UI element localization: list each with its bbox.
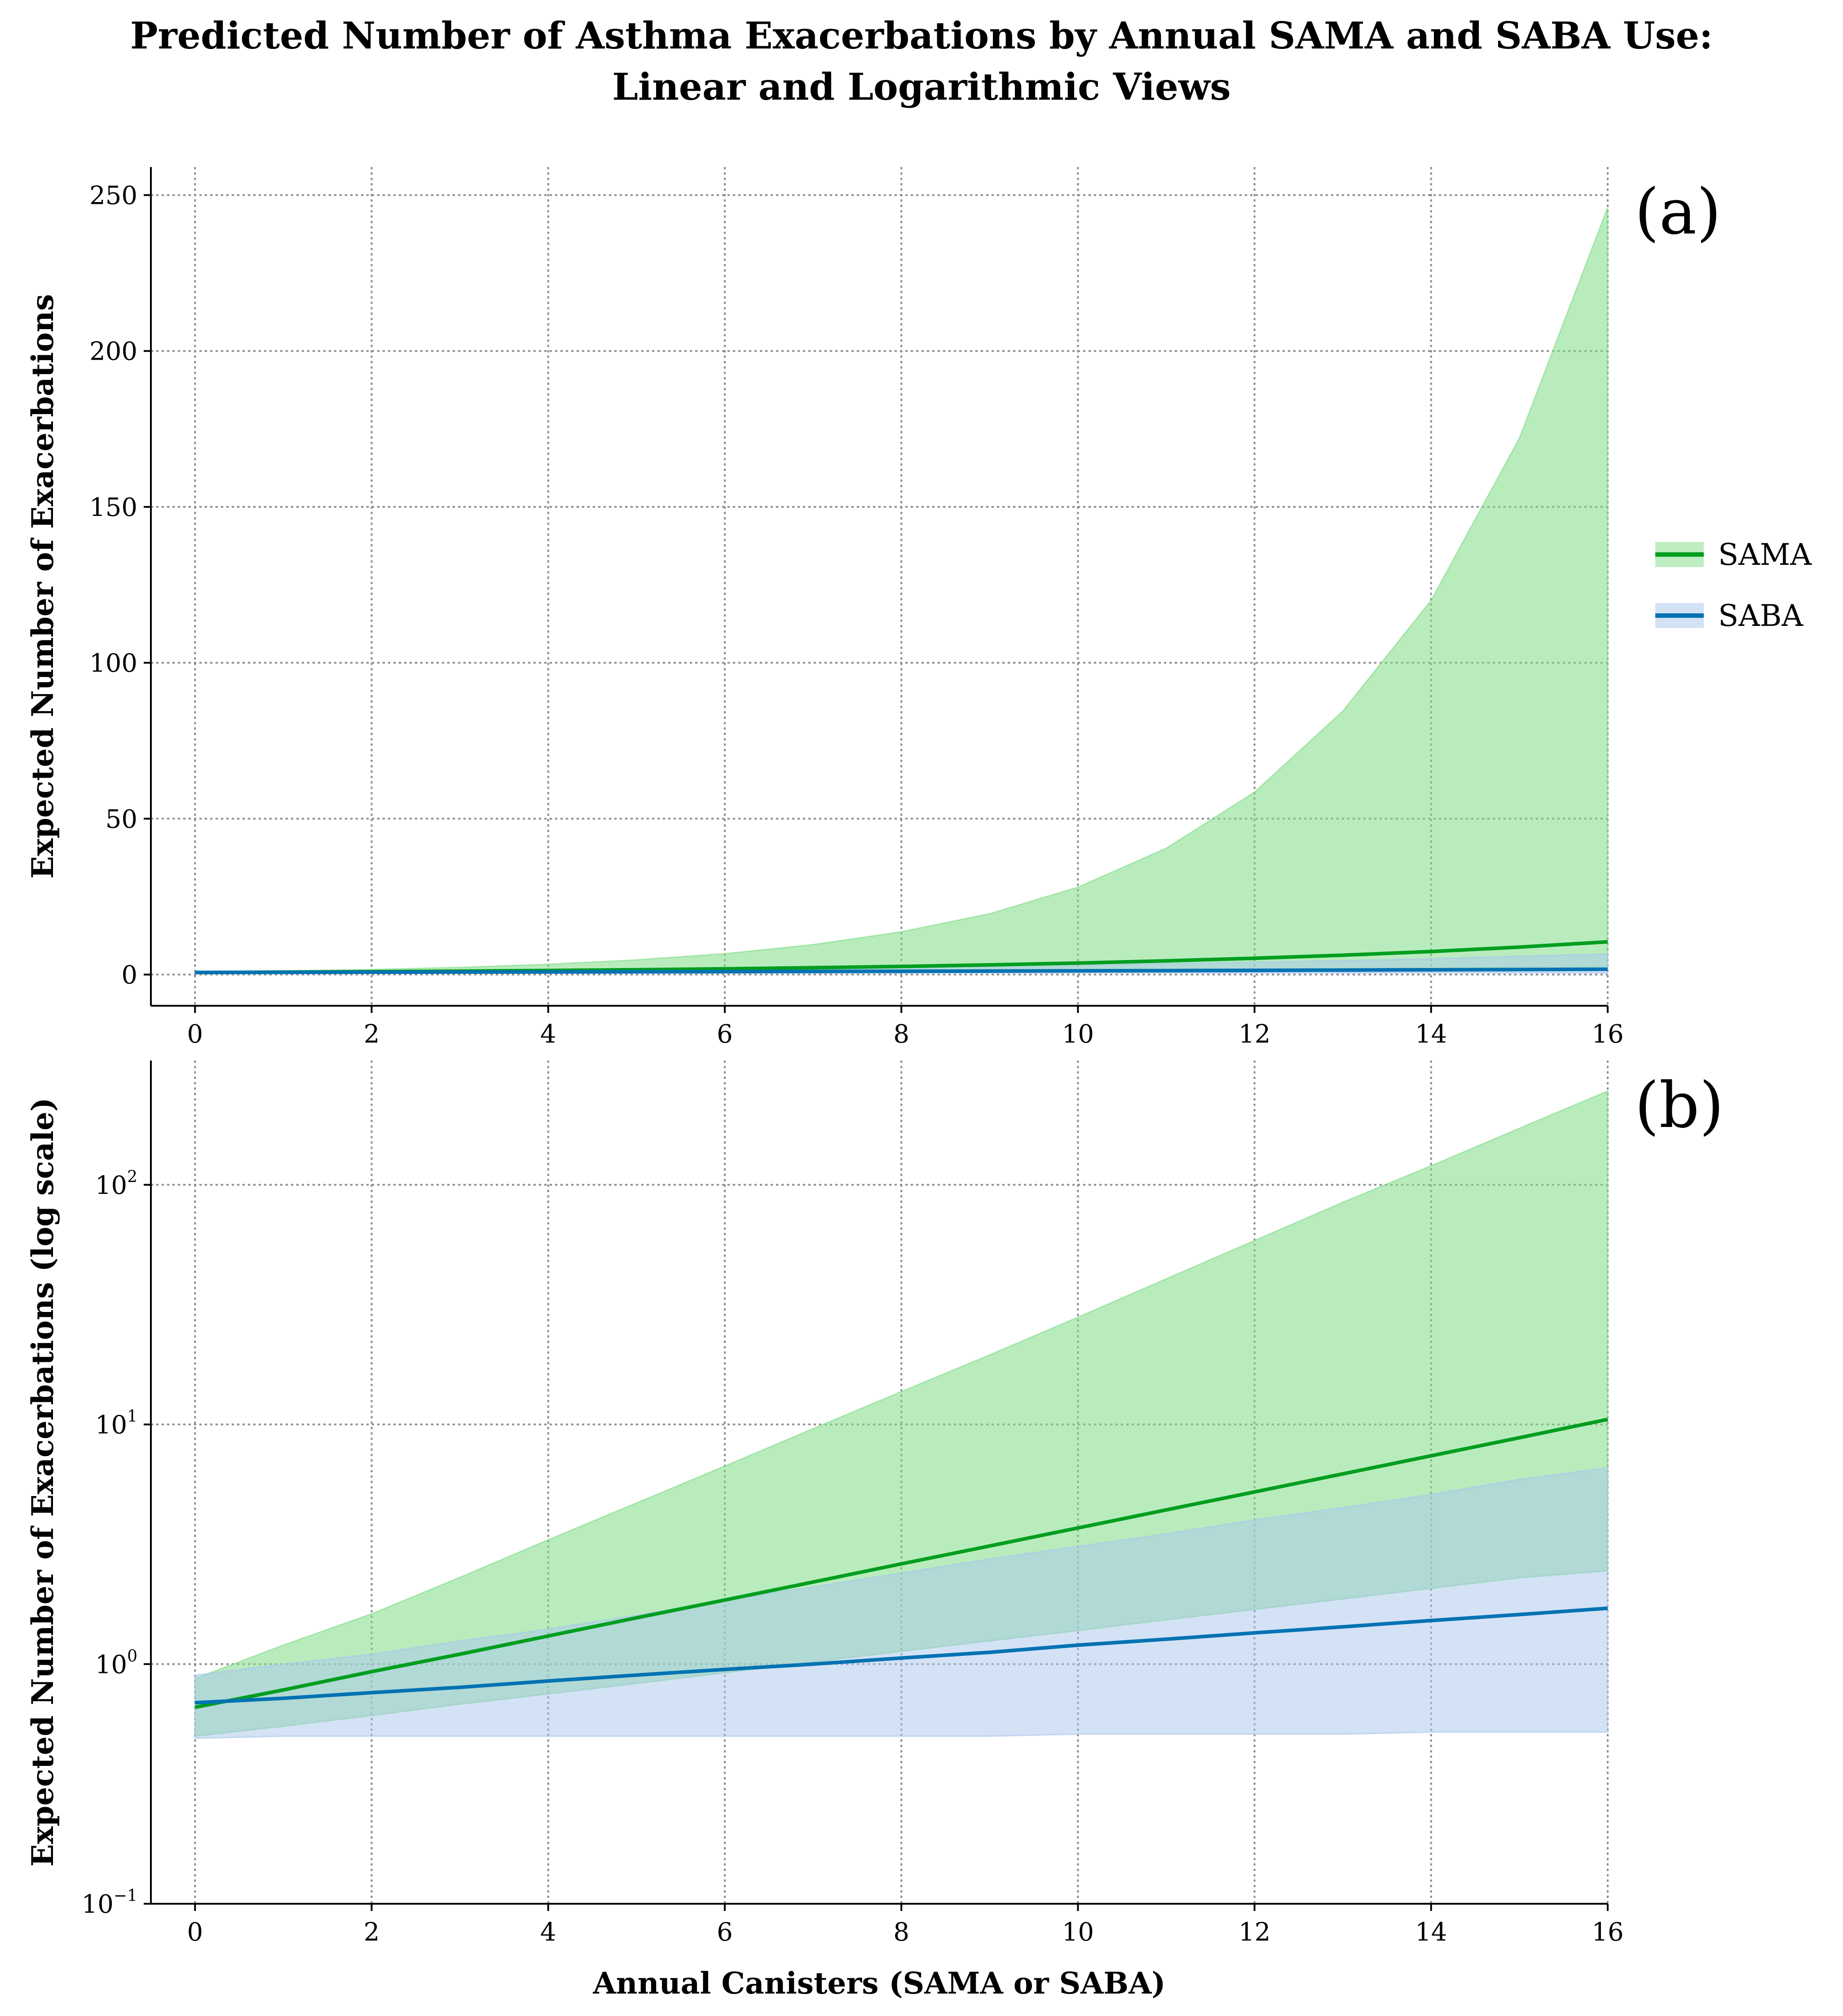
y-tick-label-base: 10 (82, 1890, 114, 1919)
x-tick-label: 4 (540, 1020, 556, 1049)
y-tick-label: 102 (95, 1168, 137, 1200)
y-tick-label-base: 10 (95, 1650, 127, 1679)
legend: SAMA SABA (1655, 537, 1812, 633)
x-tick-label: 14 (1415, 1020, 1447, 1049)
y-tick-label: 250 (89, 181, 137, 210)
panel-a: 0 2 4 6 8 10 12 14 16 0 50 100 150 200 250 Expected Num… (25, 167, 1721, 1049)
x-tick-label: 2 (364, 1020, 380, 1049)
y-tick-label-exponent: 0 (127, 1647, 137, 1665)
y-tick-label-base: 10 (95, 1411, 127, 1440)
y-tick-label: 200 (89, 337, 137, 366)
x-tick-label: 0 (187, 1020, 203, 1049)
x-tick-label: 0 (187, 1918, 203, 1947)
y-tick-label-exponent: 1 (127, 1408, 137, 1426)
y-tick-label: 100 (95, 1647, 137, 1679)
x-tick-label: 10 (1062, 1020, 1094, 1049)
panel-label: (b) (1635, 1069, 1724, 1142)
y-tick-label-exponent: −1 (114, 1887, 137, 1905)
legend-label-sama: SAMA (1718, 537, 1812, 572)
y-tick-label: 101 (95, 1408, 137, 1440)
series-line-saba (195, 1606, 1608, 1705)
y-tick-label: 0 (121, 961, 137, 990)
x-tick-label: 6 (717, 1918, 733, 1947)
series-line-saba (195, 967, 1608, 974)
y-tick-label: 10−1 (82, 1887, 137, 1919)
y-tick-label: 100 (89, 649, 137, 678)
y-tick-label-base: 10 (95, 1171, 127, 1200)
y-tick-label: 50 (106, 805, 137, 834)
y-axis-title: Expected Number of Exacerbations (25, 294, 60, 879)
legend-label-saba: SABA (1718, 599, 1803, 633)
chart-title-line-2: Linear and Logarithmic Views (612, 66, 1230, 109)
x-tick-label: 4 (540, 1918, 556, 1947)
y-tick-label: 150 (89, 493, 137, 522)
x-tick-label: 2 (364, 1918, 380, 1947)
panel-label: (a) (1635, 176, 1721, 249)
y-tick-label-exponent: 2 (127, 1168, 137, 1186)
x-axis-title: Annual Canisters (SAMA or SABA) (592, 1966, 1165, 2001)
series-line-sama (194, 1417, 1608, 1709)
x-tick-label: 8 (893, 1918, 909, 1947)
x-tick-label: 16 (1592, 1918, 1623, 1947)
y-axis-title: Expected Number of Exacerbations (log sc… (25, 1098, 60, 1867)
x-tick-label: 12 (1239, 1918, 1270, 1947)
x-tick-label: 16 (1592, 1020, 1623, 1049)
x-tick-label: 6 (717, 1020, 733, 1049)
x-tick-label: 8 (893, 1020, 909, 1049)
x-tick-label: 10 (1062, 1918, 1094, 1947)
chart-title-line-1: Predicted Number of Asthma Exacerbations… (130, 14, 1713, 57)
x-tick-label: 14 (1415, 1918, 1447, 1947)
x-tick-label: 12 (1239, 1020, 1270, 1049)
